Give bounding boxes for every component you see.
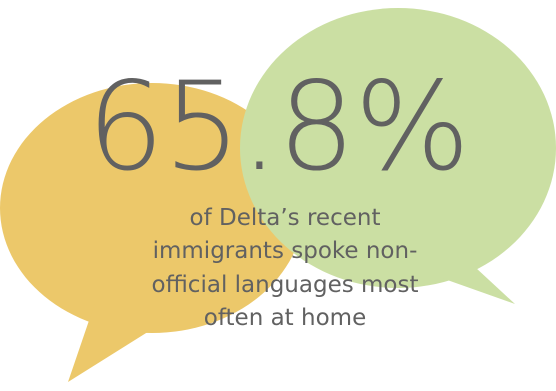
headline-percentage: 65.8% (86, 56, 471, 198)
caption-line: often at home (203, 305, 367, 332)
left-speech-bubble-icon (0, 83, 304, 382)
right-speech-bubble-icon (240, 8, 556, 304)
caption-line: official languages most (151, 271, 419, 298)
stat-caption: of Delta’s recent immigrants spoke non- … (120, 202, 450, 335)
caption-line: immigrants spoke non- (152, 238, 418, 265)
caption-line: of Delta’s recent (189, 205, 381, 231)
